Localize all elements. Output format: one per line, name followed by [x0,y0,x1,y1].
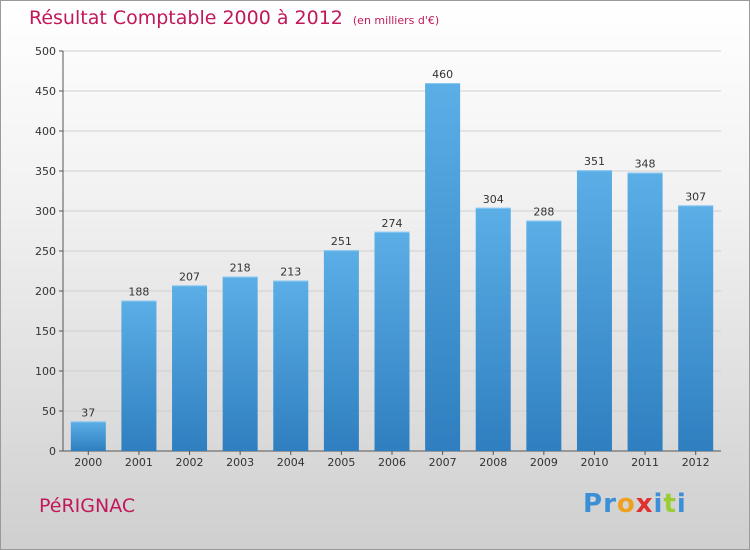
bar-2002 [172,285,208,451]
y-tick-label: 200 [35,285,56,298]
y-tick-label: 500 [35,45,56,58]
commune-name: PéRIGNAC [39,495,136,517]
data-label-2006: 274 [382,217,403,230]
bar-2003 [222,276,258,451]
data-label-2004: 213 [280,266,301,279]
brand-letter: P [583,489,604,519]
y-tick-label: 300 [35,205,56,218]
y-tick-label: 100 [35,365,56,378]
data-label-2002: 207 [179,270,200,283]
brand-letter: t [663,489,677,519]
y-tick-label: 50 [42,405,56,418]
proxiti-logo: Proxiti [583,489,687,519]
chart-title-text: Résultat Comptable 2000 à 2012 [29,7,343,29]
data-label-2001: 188 [128,286,149,299]
brand-letter: i [653,489,664,519]
x-tick-label-2008: 2008 [479,456,507,469]
x-tick-label-2011: 2011 [631,456,659,469]
x-tick-label-2012: 2012 [682,456,710,469]
x-tick-label-2003: 2003 [226,456,254,469]
x-tick-label-2006: 2006 [378,456,406,469]
brand-letter: i [676,489,687,519]
x-tick-label-2009: 2009 [530,456,558,469]
bar-2004 [273,280,309,451]
bar-2010 [576,170,612,451]
bar-2001 [121,300,157,451]
bar-2007 [425,83,461,451]
data-label-2010: 351 [584,155,605,168]
y-tick-label: 250 [35,245,56,258]
data-label-2003: 218 [230,262,251,275]
x-tick-label-2002: 2002 [176,456,204,469]
bar-2012 [678,205,714,451]
brand-letter: o [616,489,636,519]
data-label-2008: 304 [483,193,504,206]
data-label-2012: 307 [685,190,706,203]
data-label-2000: 37 [81,406,95,419]
y-tick-label: 150 [35,325,56,338]
data-label-2011: 348 [635,158,656,171]
bar-2008 [475,207,511,451]
bar-2006 [374,231,410,451]
x-tick-label-2004: 2004 [277,456,305,469]
x-tick-label-2007: 2007 [429,456,457,469]
y-tick-label: 450 [35,85,56,98]
bar-2009 [526,220,562,451]
data-label-2007: 460 [432,68,453,81]
y-tick-label: 350 [35,165,56,178]
bar-2000 [70,421,106,451]
data-labels: 37 188 207 218 213 251 274 460 304 288 351 348 307 [81,68,706,419]
bar-2005 [323,250,359,451]
x-tick-label-2005: 2005 [327,456,355,469]
y-tick-labels: 0 50 100 150 200 250 300 350 400 450 500 [35,45,56,458]
chart-subtitle: (en milliers d'€) [352,14,440,27]
bar-2011 [627,172,663,451]
data-label-2005: 251 [331,235,352,248]
bars [70,83,714,451]
chart-title: Résultat Comptable 2000 à 2012 (en millie… [29,7,439,29]
y-tick-label: 400 [35,125,56,138]
brand-letter: r [603,489,617,519]
x-tick-labels: 2000 2001 2002 2003 2004 2005 2006 2007 2008 2009… [74,456,709,469]
x-tick-label-2000: 2000 [74,456,102,469]
x-tick-label-2010: 2010 [580,456,608,469]
brand-letter: x [635,489,654,519]
data-label-2009: 288 [533,206,554,219]
y-tick-label: 0 [49,445,56,458]
x-tick-label-2001: 2001 [125,456,153,469]
